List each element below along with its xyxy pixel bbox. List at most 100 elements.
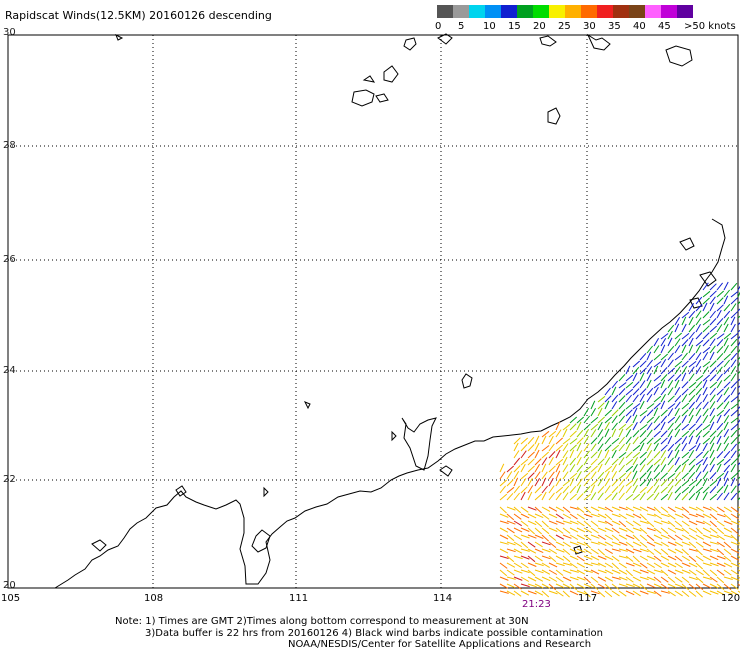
wind-barb — [597, 562, 607, 568]
wind-barb — [562, 464, 569, 473]
wind-barb — [716, 450, 724, 459]
wind-barb — [527, 451, 535, 459]
wind-barb — [737, 322, 740, 326]
wind-barb — [590, 408, 597, 417]
wind-barb — [499, 471, 506, 480]
wind-barb — [534, 590, 544, 596]
wind-barb — [583, 408, 590, 417]
wind-barb — [674, 317, 681, 326]
wind-barb — [737, 406, 740, 410]
wind-barb — [639, 583, 648, 591]
wind-barb — [653, 451, 661, 459]
wind-barb — [681, 548, 690, 556]
wind-barb — [730, 359, 737, 368]
wind-barb — [660, 464, 667, 473]
wind-barb — [618, 562, 627, 569]
wind-barb — [548, 451, 556, 459]
wind-barb — [737, 341, 740, 347]
wind-barb — [730, 506, 739, 513]
wind-barb — [576, 484, 582, 494]
wind-barb — [695, 393, 701, 403]
wind-barb — [590, 527, 599, 534]
legend-swatch — [645, 5, 661, 18]
wind-barb — [597, 478, 604, 487]
wind-barb — [688, 534, 698, 541]
wind-barb — [527, 477, 533, 487]
wind-barb — [660, 444, 668, 452]
wind-barb — [674, 583, 684, 588]
wind-barb — [639, 457, 647, 466]
wind-barb — [674, 492, 681, 501]
wind-barb — [681, 352, 688, 361]
wind-barb — [527, 527, 536, 535]
wind-barb — [660, 486, 668, 494]
wind-barb — [632, 506, 642, 511]
wind-barb — [695, 359, 702, 368]
wind-barb — [590, 569, 600, 575]
wind-barb — [674, 555, 683, 562]
wind-barb — [541, 506, 551, 512]
wind-barb — [597, 463, 603, 473]
wind-barb — [499, 527, 509, 533]
wind-barb — [681, 333, 690, 340]
wind-barb — [709, 485, 717, 494]
wind-barb — [674, 464, 682, 473]
wind-barb — [618, 548, 628, 552]
wind-barb — [632, 360, 641, 368]
wind-barb — [653, 527, 662, 534]
wind-barb — [569, 485, 577, 494]
wind-barb — [695, 387, 703, 396]
wind-barb — [695, 429, 703, 438]
wind-barb — [709, 583, 719, 589]
wind-barb — [541, 590, 550, 598]
wind-barb — [695, 366, 702, 375]
wind-barb — [583, 478, 590, 487]
wind-barb — [674, 332, 683, 340]
wind-barb — [702, 590, 712, 596]
wind-barb — [562, 583, 572, 589]
wind-barb — [653, 430, 662, 438]
wind-barb — [730, 387, 737, 396]
wind-barb — [555, 569, 564, 576]
wind-barb — [583, 493, 592, 501]
wind-barb — [611, 458, 619, 466]
legend-label: 10 — [483, 21, 496, 32]
wind-barb — [625, 388, 634, 396]
wind-barb — [688, 464, 696, 473]
wind-barb — [681, 590, 690, 597]
wind-barb — [569, 423, 577, 431]
wind-barb — [702, 424, 711, 431]
wind-barb — [625, 429, 632, 438]
wind-barb — [632, 555, 640, 563]
wind-barb — [639, 360, 647, 368]
wind-barb — [702, 456, 708, 466]
wind-barb — [548, 492, 555, 501]
wind-barb — [723, 359, 730, 368]
wind-barb — [653, 513, 662, 520]
wind-barb — [513, 541, 522, 548]
wind-barb — [716, 569, 725, 576]
wind-barb — [723, 569, 732, 576]
wind-barb — [688, 445, 697, 452]
wind-barb — [716, 458, 725, 466]
wind-barb — [723, 295, 729, 305]
wind-barb — [723, 337, 729, 347]
wind-barb — [513, 569, 523, 574]
wind-barb — [723, 408, 731, 417]
wind-barb — [618, 423, 627, 431]
wind-barb — [555, 541, 565, 547]
wind-barb — [688, 492, 696, 501]
wind-barb — [520, 478, 527, 487]
wind-barb — [562, 471, 569, 480]
wind-barb — [660, 344, 666, 354]
wind-barb — [660, 387, 667, 396]
wind-barb — [506, 513, 515, 521]
wind-barb — [562, 534, 572, 539]
wind-barb — [506, 492, 514, 501]
wind-barb — [660, 513, 670, 518]
wind-barb — [723, 484, 729, 494]
wind-barb — [632, 381, 640, 389]
wind-barb — [541, 534, 550, 542]
wind-barb — [569, 562, 578, 569]
wind-barb — [667, 337, 673, 347]
